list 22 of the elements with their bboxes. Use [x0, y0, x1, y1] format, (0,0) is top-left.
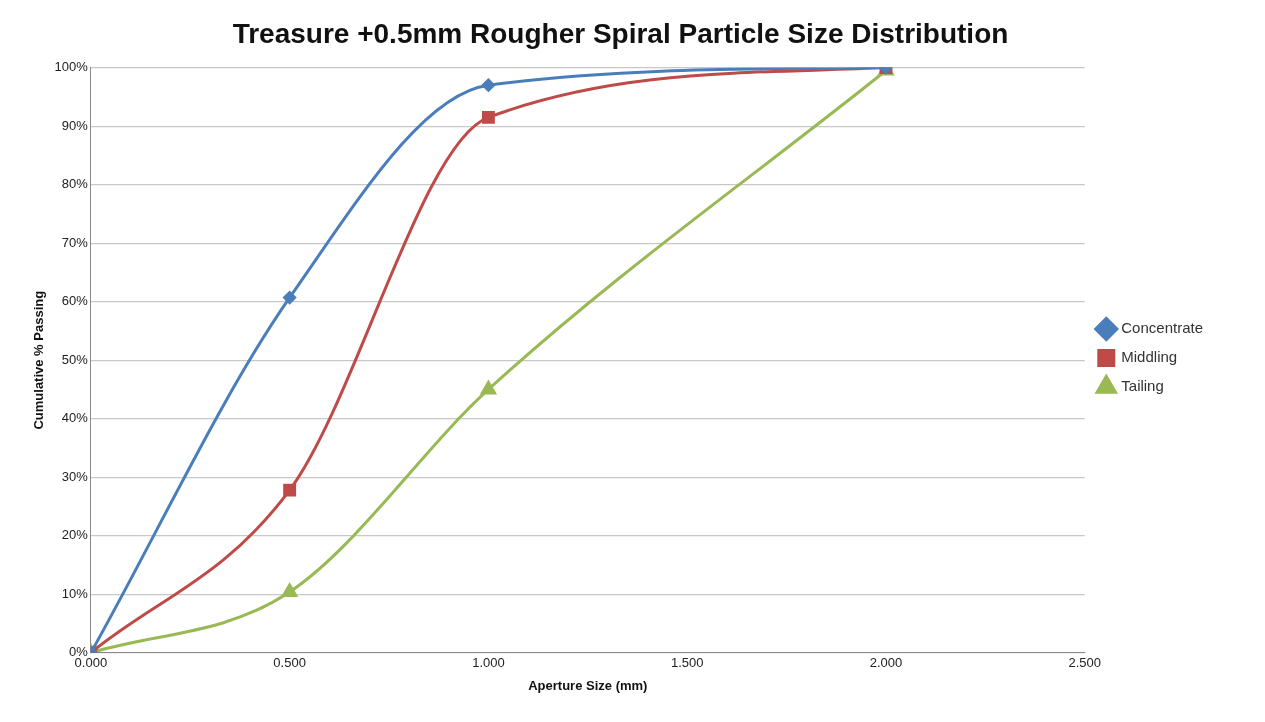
legend-label: Tailing	[1121, 377, 1164, 395]
y-tick-label: 90%	[61, 117, 89, 133]
y-axis-title: Cumulative % Passing	[31, 290, 47, 430]
legend-label: Concentrate	[1121, 319, 1203, 337]
x-axis-title: Aperture Size (mm)	[528, 677, 648, 693]
y-tick-label: 80%	[61, 176, 89, 192]
y-tick-label: 70%	[61, 234, 89, 250]
y-tick-label: 100%	[54, 59, 89, 75]
y-tick-label: 20%	[61, 527, 89, 543]
x-tick-label: 1.500	[670, 655, 704, 671]
y-tick-label: 60%	[61, 293, 89, 309]
x-tick-label: 2.500	[1068, 655, 1102, 671]
y-tick-label: 30%	[61, 468, 89, 484]
x-tick-label: 0.000	[74, 655, 108, 671]
y-tick-label: 10%	[61, 585, 89, 601]
y-tick-label: 40%	[61, 410, 89, 426]
x-tick-label: 2.000	[869, 655, 903, 671]
x-tick-label: 1.000	[472, 655, 505, 671]
y-tick-label: 50%	[61, 351, 89, 367]
x-tick-label: 0.500	[273, 655, 306, 671]
legend-label: Middling	[1121, 348, 1178, 366]
chart-title: Treasure +0.5mm Rougher Spiral Particle Size Distribution	[232, 17, 1009, 49]
